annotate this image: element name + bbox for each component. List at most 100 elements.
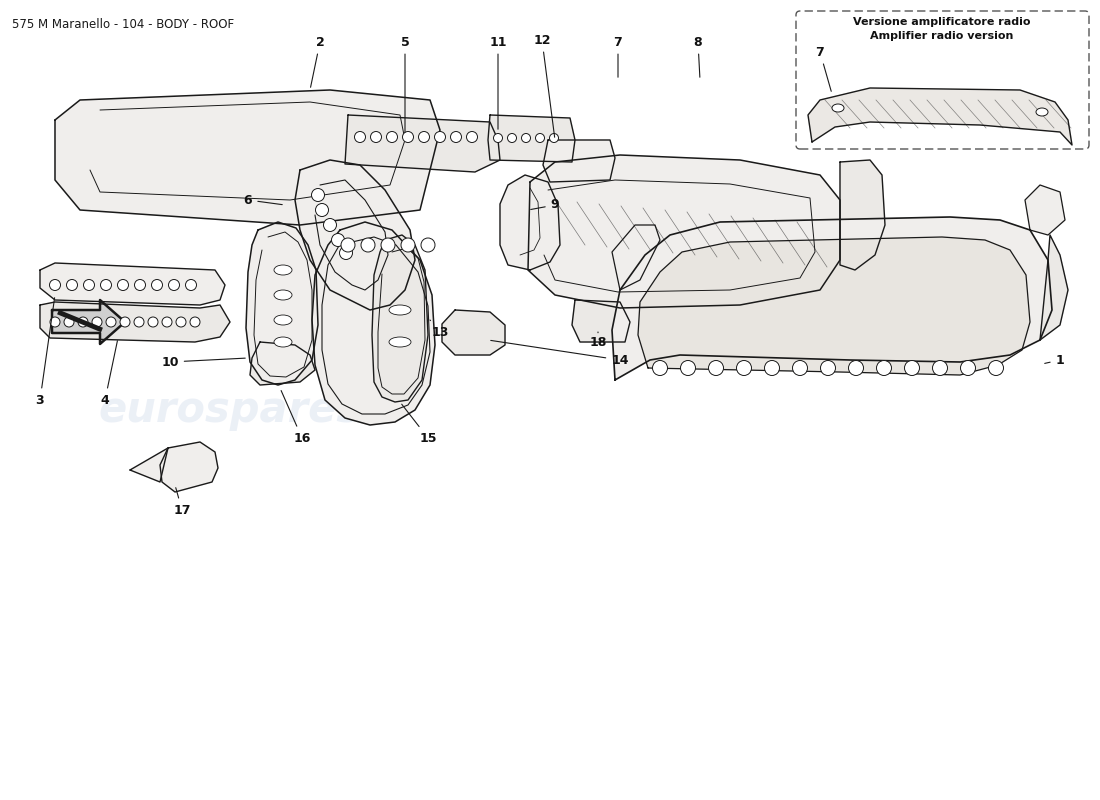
Circle shape (386, 131, 397, 142)
Circle shape (466, 131, 477, 142)
Circle shape (821, 361, 836, 375)
Polygon shape (250, 342, 315, 385)
Circle shape (148, 317, 158, 327)
Text: 575 M Maranello - 104 - BODY - ROOF: 575 M Maranello - 104 - BODY - ROOF (12, 18, 234, 31)
Polygon shape (612, 217, 1052, 380)
Ellipse shape (274, 315, 292, 325)
Ellipse shape (274, 265, 292, 275)
Circle shape (323, 218, 337, 231)
Circle shape (451, 131, 462, 142)
Circle shape (100, 279, 111, 290)
Polygon shape (295, 160, 415, 310)
Circle shape (92, 317, 102, 327)
Ellipse shape (389, 337, 411, 347)
Polygon shape (528, 155, 840, 308)
Polygon shape (160, 442, 218, 492)
Circle shape (311, 189, 324, 202)
Text: 7: 7 (614, 35, 623, 78)
Polygon shape (638, 237, 1030, 375)
Circle shape (340, 246, 352, 259)
Polygon shape (55, 90, 440, 225)
Text: 9: 9 (530, 198, 559, 211)
Circle shape (134, 279, 145, 290)
Circle shape (371, 131, 382, 142)
Polygon shape (442, 310, 505, 355)
Text: 7: 7 (815, 46, 832, 91)
Circle shape (737, 361, 751, 375)
Ellipse shape (389, 305, 411, 315)
Circle shape (418, 131, 429, 142)
Text: 1: 1 (1045, 354, 1065, 366)
Circle shape (316, 203, 329, 217)
Circle shape (162, 317, 172, 327)
Text: 17: 17 (174, 488, 190, 517)
FancyBboxPatch shape (796, 11, 1089, 149)
Polygon shape (312, 222, 434, 425)
Polygon shape (1040, 235, 1068, 340)
Circle shape (421, 238, 434, 252)
Text: 8: 8 (694, 35, 702, 78)
Text: 15: 15 (402, 404, 437, 445)
Text: Amplifier radio version: Amplifier radio version (870, 31, 1014, 41)
Circle shape (536, 134, 544, 142)
Text: 10: 10 (162, 355, 245, 369)
Circle shape (168, 279, 179, 290)
Polygon shape (246, 222, 318, 385)
Circle shape (354, 131, 365, 142)
Circle shape (403, 131, 414, 142)
Circle shape (361, 238, 375, 252)
Circle shape (152, 279, 163, 290)
Circle shape (507, 134, 517, 142)
Text: 3: 3 (35, 298, 55, 406)
Text: 12: 12 (534, 34, 554, 138)
Polygon shape (1025, 185, 1065, 235)
Circle shape (118, 279, 129, 290)
Circle shape (848, 361, 864, 375)
Circle shape (792, 361, 807, 375)
Polygon shape (372, 235, 428, 402)
Circle shape (64, 317, 74, 327)
Circle shape (50, 279, 60, 290)
Circle shape (66, 279, 77, 290)
Polygon shape (808, 88, 1072, 145)
Text: 16: 16 (282, 390, 310, 445)
Circle shape (989, 361, 1003, 375)
Circle shape (50, 317, 60, 327)
Circle shape (186, 279, 197, 290)
Text: 2: 2 (310, 35, 324, 87)
Circle shape (331, 234, 344, 246)
Polygon shape (500, 175, 560, 270)
Text: 11: 11 (490, 35, 507, 130)
Circle shape (134, 317, 144, 327)
Circle shape (933, 361, 947, 375)
Ellipse shape (1036, 108, 1048, 116)
Circle shape (341, 238, 355, 252)
Ellipse shape (832, 104, 844, 112)
Circle shape (652, 361, 668, 375)
Circle shape (381, 238, 395, 252)
Circle shape (78, 317, 88, 327)
Circle shape (877, 361, 891, 375)
Ellipse shape (274, 290, 292, 300)
Circle shape (494, 134, 503, 142)
Text: 4: 4 (100, 341, 118, 406)
Circle shape (960, 361, 976, 375)
Text: 14: 14 (491, 341, 629, 366)
Circle shape (904, 361, 920, 375)
Circle shape (176, 317, 186, 327)
Polygon shape (130, 448, 168, 482)
Polygon shape (612, 225, 660, 290)
Circle shape (106, 317, 116, 327)
Polygon shape (488, 115, 575, 162)
Circle shape (521, 134, 530, 142)
Text: 6: 6 (244, 194, 283, 206)
Circle shape (120, 317, 130, 327)
Circle shape (434, 131, 446, 142)
Text: 5: 5 (400, 35, 409, 132)
Polygon shape (840, 160, 886, 270)
Polygon shape (52, 300, 125, 344)
Polygon shape (40, 263, 225, 305)
Circle shape (681, 361, 695, 375)
Text: eurospares: eurospares (98, 389, 362, 431)
Circle shape (708, 361, 724, 375)
